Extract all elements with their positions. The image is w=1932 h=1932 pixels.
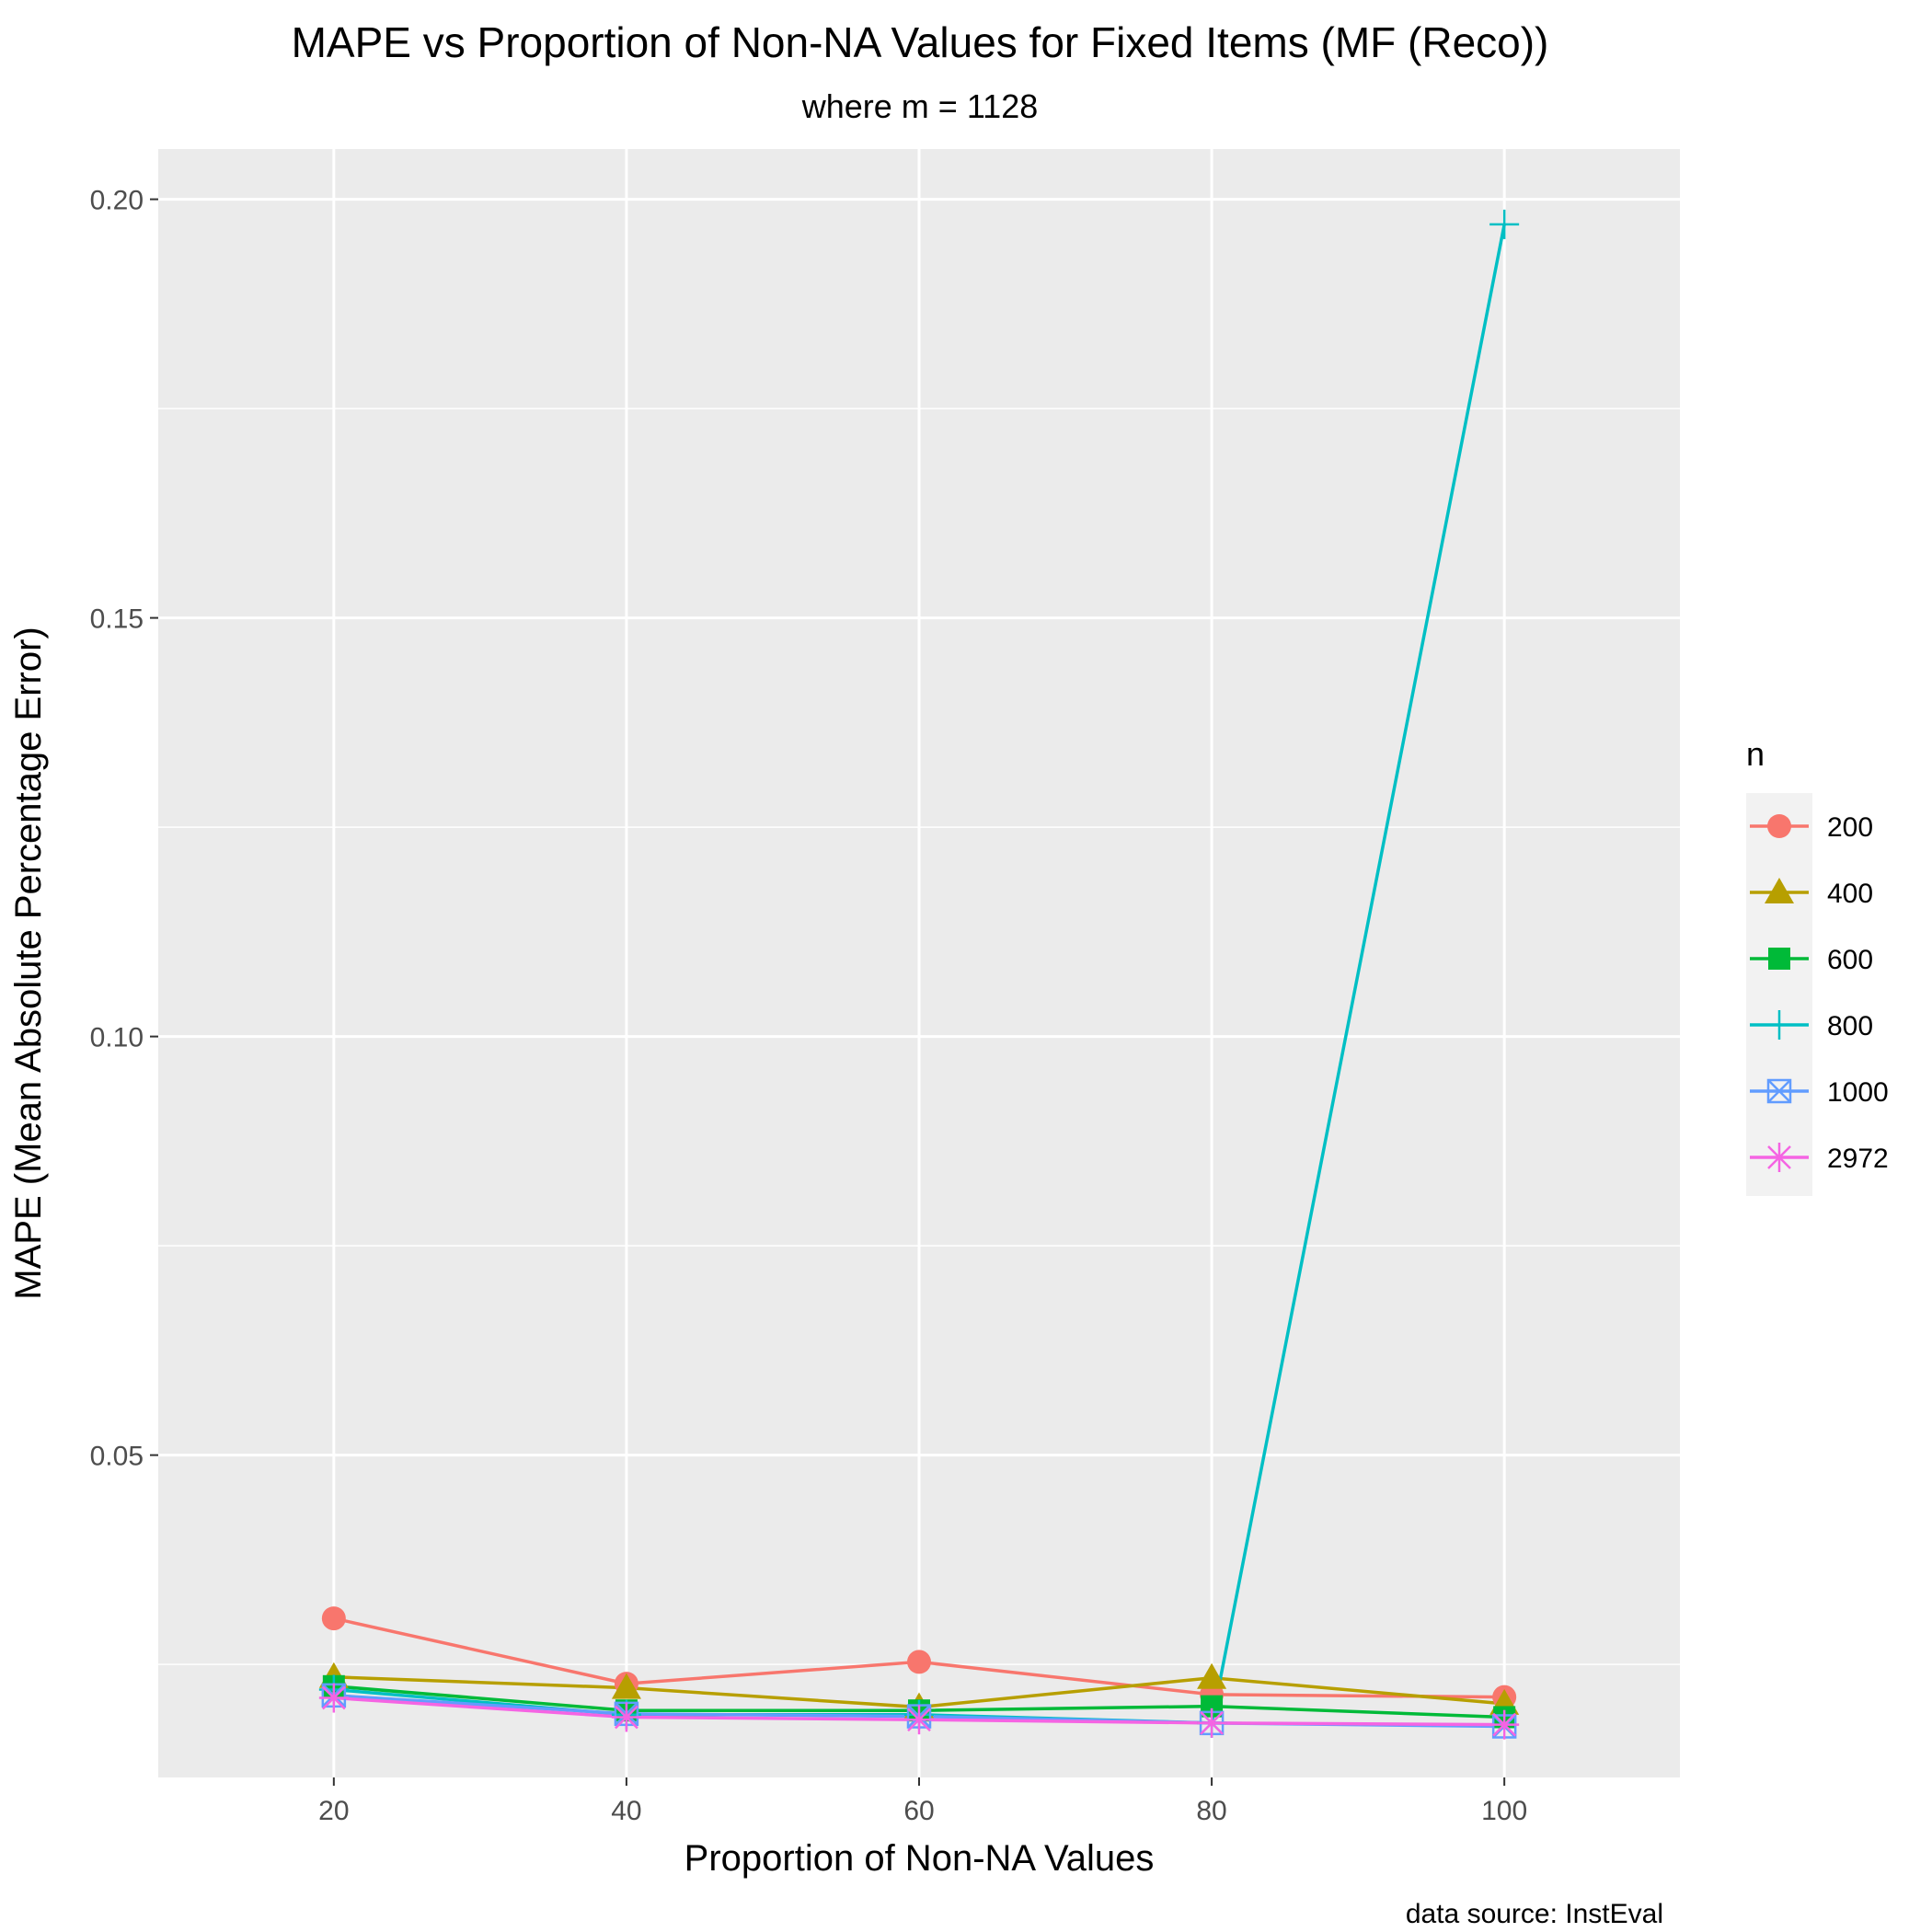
legend-label: 600 [1827,945,1873,975]
legend-key-600 [1768,948,1790,970]
x-tick-label: 20 [318,1796,349,1826]
x-tick-label: 80 [1196,1796,1226,1826]
legend-key-800 [1765,1010,1794,1040]
y-tick-label: 0.20 [90,186,144,216]
legend: 200 400 600 800 1000 2972 [1750,812,1889,1174]
legend-label: 2972 [1827,1144,1889,1174]
x-tick-label: 40 [611,1796,641,1826]
data-point-200 [321,1606,346,1631]
legend-key-1000 [1766,1078,1792,1104]
legend-key-400 [1765,878,1794,903]
data-point-200 [907,1650,931,1674]
legend-label: 400 [1827,879,1873,909]
caption: data source: InstEval [1406,1899,1663,1929]
data-point-400 [1197,1662,1227,1689]
legend-label: 1000 [1827,1077,1889,1108]
chart-subtitle: where m = 1128 [801,87,1038,125]
axis-ticks: 0.05 0.10 0.15 0.20 20 40 60 80 100 [90,186,1528,1826]
legend-label: 200 [1827,812,1873,843]
legend-title: n [1746,735,1765,773]
data-point-2972 [904,1705,934,1735]
data-point-2972 [1197,1708,1227,1738]
legend-key-200 [1767,814,1791,838]
legend-label: 800 [1827,1011,1873,1041]
y-tick-label: 0.15 [90,604,144,635]
chart-title: MAPE vs Proportion of Non-NA Values for … [292,18,1549,66]
legend-key-background [1746,793,1812,1196]
data-point-800 [1489,209,1520,239]
series-group [318,209,1520,1740]
data-point-2972 [611,1702,641,1732]
data-point-2972 [1489,1709,1520,1740]
data-point-400 [611,1673,641,1699]
x-axis-title: Proportion of Non-NA Values [684,1838,1155,1879]
y-tick-label: 0.05 [90,1442,144,1472]
x-tick-label: 60 [903,1796,934,1826]
legend-key-2972 [1765,1143,1794,1172]
x-tick-label: 100 [1481,1796,1527,1826]
y-tick-label: 0.10 [90,1023,144,1053]
data-point-2972 [318,1683,349,1713]
y-axis-title: MAPE (Mean Absolute Percentage Error) [8,627,49,1299]
